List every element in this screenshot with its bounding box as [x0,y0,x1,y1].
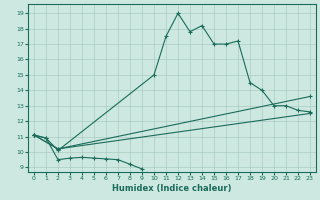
X-axis label: Humidex (Indice chaleur): Humidex (Indice chaleur) [112,184,232,193]
